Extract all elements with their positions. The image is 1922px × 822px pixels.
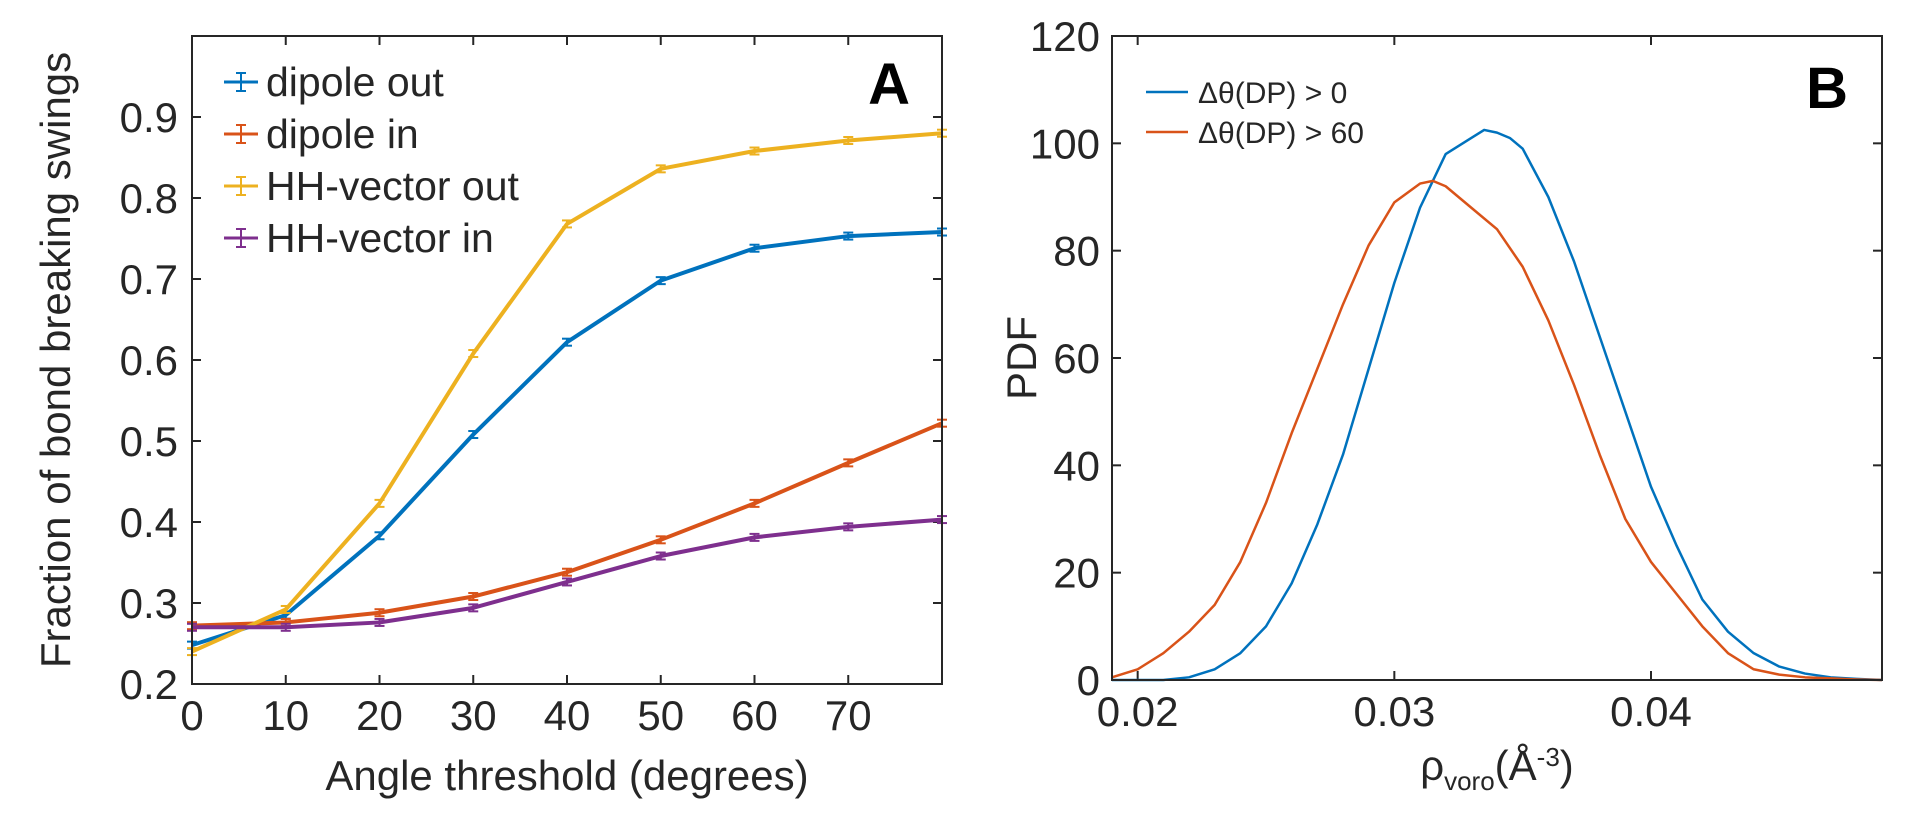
y-tick-label-b: 40	[1053, 442, 1100, 489]
pdf-curve-0	[1112, 128, 1883, 682]
y-tick-label-a: 0.6	[120, 337, 178, 384]
panel-a: 0 10 20 30 40 50 60 70 0.2 0.3 0.4 0.5 0.6 0.7 0.8 0.9 d…	[32, 35, 947, 799]
y-tick-label-b: 60	[1053, 335, 1100, 382]
axes-box-a	[191, 35, 943, 685]
x-axis-label-b-part: )	[1560, 742, 1574, 789]
x-axis-label-b: ρvoro(Å-3)	[1420, 742, 1574, 796]
pdf-curve-1	[1111, 179, 1883, 682]
x-tick-label-b: 0.02	[1097, 688, 1179, 735]
x-tick-label-a: 70	[825, 692, 872, 739]
y-tick-label-b: 100	[1030, 120, 1100, 167]
x-tick-label-a: 30	[450, 692, 497, 739]
legend-label-a: dipole out	[266, 59, 444, 105]
y-tick-label-a: 0.4	[120, 499, 178, 546]
y-tick-label-b: 20	[1053, 550, 1100, 597]
axes-box-b	[1111, 35, 1883, 681]
panel-b: 0.02 0.03 0.04 0 20 40 60 80 100 120 Δθ(DP) > 0 Δθ(…	[998, 13, 1883, 796]
y-axis-label-a: Fraction of bond breaking swings	[32, 52, 79, 668]
x-tick-label-a: 50	[637, 692, 684, 739]
y-tick-label-a: 0.9	[120, 94, 178, 141]
y-tick-label-a: 0.8	[120, 175, 178, 222]
y-tick-label-a: 0.3	[120, 580, 178, 627]
y-tick-label-b: 120	[1030, 13, 1100, 60]
x-tick-label-a: 40	[544, 692, 591, 739]
x-axis-label-b-part: ρ	[1420, 742, 1444, 789]
legend-label-a: HH-vector out	[266, 163, 520, 209]
x-axis-label-a: Angle threshold (degrees)	[325, 752, 808, 799]
x-tick-label-b: 0.03	[1353, 688, 1435, 735]
plot-area-b	[1112, 36, 1882, 680]
x-tick-label-b: 0.04	[1610, 688, 1692, 735]
x-axis-label-b-part: -3	[1537, 742, 1560, 772]
x-tick-label-a: 0	[180, 692, 203, 739]
x-axis-label-b-part: voro	[1444, 766, 1495, 796]
legend-label-b: Δθ(DP) > 60	[1198, 117, 1364, 150]
y-tick-label-a: 0.2	[120, 661, 178, 708]
x-axis-label-b-part: (Å	[1495, 742, 1537, 789]
y-tick-label-a: 0.7	[120, 256, 178, 303]
panel-letter-a: A	[868, 52, 910, 117]
y-tick-label-b: 0	[1077, 657, 1100, 704]
y-tick-label-a: 0.5	[120, 418, 178, 465]
legend-label-a: dipole in	[266, 111, 419, 157]
x-tick-label-a: 60	[731, 692, 778, 739]
x-tick-label-a: 20	[356, 692, 403, 739]
legend-label-b: Δθ(DP) > 0	[1198, 77, 1347, 110]
y-axis-label-b: PDF	[998, 316, 1045, 400]
legend-label-a: HH-vector in	[266, 215, 494, 261]
x-tick-label-a: 10	[262, 692, 309, 739]
y-tick-label-b: 80	[1053, 228, 1100, 275]
panel-letter-b: B	[1806, 56, 1848, 121]
